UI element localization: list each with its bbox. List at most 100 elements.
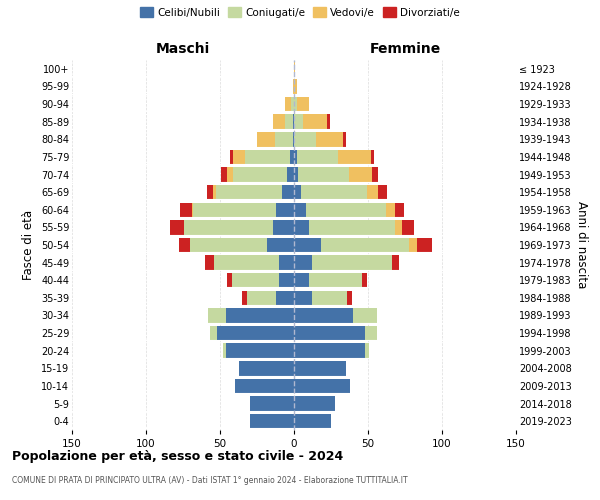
Bar	[279, 256, 294, 270]
Bar	[301, 185, 367, 200]
Bar	[294, 361, 346, 376]
Bar	[291, 97, 294, 112]
Bar	[250, 414, 294, 428]
Bar	[316, 132, 343, 146]
Bar	[285, 97, 291, 112]
Bar	[192, 202, 193, 217]
Bar	[214, 256, 279, 270]
Bar	[320, 238, 409, 252]
Bar	[409, 238, 417, 252]
Bar	[217, 326, 294, 340]
Bar	[373, 168, 379, 181]
Bar	[306, 202, 386, 217]
Bar	[223, 344, 226, 358]
Bar	[179, 238, 190, 252]
Bar	[294, 256, 312, 270]
Bar	[215, 185, 282, 200]
Bar	[402, 220, 414, 234]
Bar	[367, 185, 379, 200]
Bar	[245, 150, 290, 164]
Bar	[226, 344, 294, 358]
Bar	[362, 273, 367, 287]
Bar	[293, 132, 294, 146]
Bar	[309, 220, 395, 234]
Bar	[294, 344, 365, 358]
Bar	[338, 150, 371, 164]
Bar	[268, 238, 294, 252]
Bar	[227, 273, 232, 287]
Bar	[293, 114, 294, 129]
Bar	[227, 168, 233, 181]
Bar	[297, 97, 309, 112]
Bar	[205, 256, 214, 270]
Bar	[386, 202, 395, 217]
Bar	[273, 114, 285, 129]
Bar	[294, 97, 297, 112]
Bar	[193, 202, 276, 217]
Bar	[294, 132, 316, 146]
Bar	[294, 185, 301, 200]
Bar	[326, 114, 329, 129]
Bar	[353, 308, 377, 322]
Bar	[282, 185, 294, 200]
Bar	[247, 290, 276, 305]
Bar	[294, 62, 295, 76]
Bar	[276, 202, 294, 217]
Bar	[298, 168, 349, 181]
Bar	[349, 168, 373, 181]
Bar	[180, 202, 192, 217]
Bar	[347, 290, 352, 305]
Bar	[184, 220, 273, 234]
Bar	[294, 273, 309, 287]
Bar	[365, 326, 377, 340]
Bar	[273, 220, 294, 234]
Bar	[206, 185, 212, 200]
Bar	[379, 185, 387, 200]
Bar	[312, 290, 347, 305]
Bar	[294, 168, 298, 181]
Text: Popolazione per età, sesso e stato civile - 2024: Popolazione per età, sesso e stato civil…	[12, 450, 343, 463]
Bar	[417, 238, 431, 252]
Bar	[294, 290, 312, 305]
Text: Maschi: Maschi	[156, 42, 210, 56]
Bar	[290, 150, 294, 164]
Bar	[212, 185, 215, 200]
Bar	[309, 273, 362, 287]
Bar	[242, 290, 247, 305]
Text: Femmine: Femmine	[370, 42, 440, 56]
Bar	[226, 308, 294, 322]
Bar	[294, 220, 309, 234]
Bar	[303, 114, 326, 129]
Bar	[395, 202, 404, 217]
Bar	[209, 326, 217, 340]
Bar	[297, 150, 338, 164]
Bar	[221, 168, 227, 181]
Bar	[294, 308, 353, 322]
Bar	[312, 256, 392, 270]
Bar	[235, 378, 294, 393]
Bar	[294, 396, 335, 411]
Bar	[294, 326, 365, 340]
Bar	[294, 114, 303, 129]
Legend: Celibi/Nubili, Coniugati/e, Vedovi/e, Divorziati/e: Celibi/Nubili, Coniugati/e, Vedovi/e, Di…	[139, 5, 461, 20]
Bar	[392, 256, 399, 270]
Bar	[230, 150, 233, 164]
Bar	[365, 344, 370, 358]
Bar	[287, 168, 294, 181]
Bar	[285, 114, 293, 129]
Bar	[294, 414, 331, 428]
Y-axis label: Anni di nascita: Anni di nascita	[575, 202, 589, 288]
Bar	[239, 361, 294, 376]
Bar	[276, 290, 294, 305]
Bar	[343, 132, 346, 146]
Bar	[294, 378, 350, 393]
Bar	[294, 202, 306, 217]
Y-axis label: Fasce di età: Fasce di età	[22, 210, 35, 280]
Bar	[250, 396, 294, 411]
Bar	[275, 132, 293, 146]
Bar	[395, 220, 402, 234]
Bar	[279, 273, 294, 287]
Text: COMUNE DI PRATA DI PRINCIPATO ULTRA (AV) - Dati ISTAT 1° gennaio 2024 - Elaboraz: COMUNE DI PRATA DI PRINCIPATO ULTRA (AV)…	[12, 476, 407, 485]
Bar	[170, 220, 184, 234]
Bar	[294, 150, 297, 164]
